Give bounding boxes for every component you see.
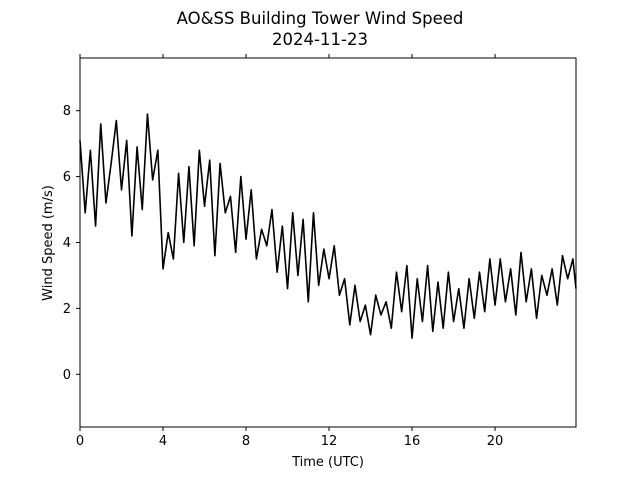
x-axis-label: Time (UTC) [291, 455, 364, 470]
x-tick-label: 4 [159, 434, 167, 449]
plot-frame [79, 57, 577, 428]
x-tick-label: 8 [242, 434, 250, 449]
series-line-0 [79, 113, 577, 339]
x-tick-label: 16 [404, 434, 421, 449]
x-tick-label: 20 [487, 434, 504, 449]
chart-title: AO&SS Building Tower Wind Speed [177, 9, 464, 28]
y-tick-label: 4 [63, 236, 71, 251]
chart-subtitle: 2024-11-23 [272, 30, 368, 49]
y-tick-label: 0 [63, 368, 71, 383]
y-axis-label: Wind Speed (m/s) [41, 185, 56, 301]
y-tick-label: 6 [63, 170, 71, 185]
x-tick-label: 0 [76, 434, 84, 449]
y-tick-label: 2 [63, 302, 71, 317]
x-tick-label: 12 [321, 434, 338, 449]
y-tick-label: 8 [63, 104, 71, 119]
plot-area: 0 4 8 12 16 20 0 2 4 6 8 [63, 54, 577, 449]
